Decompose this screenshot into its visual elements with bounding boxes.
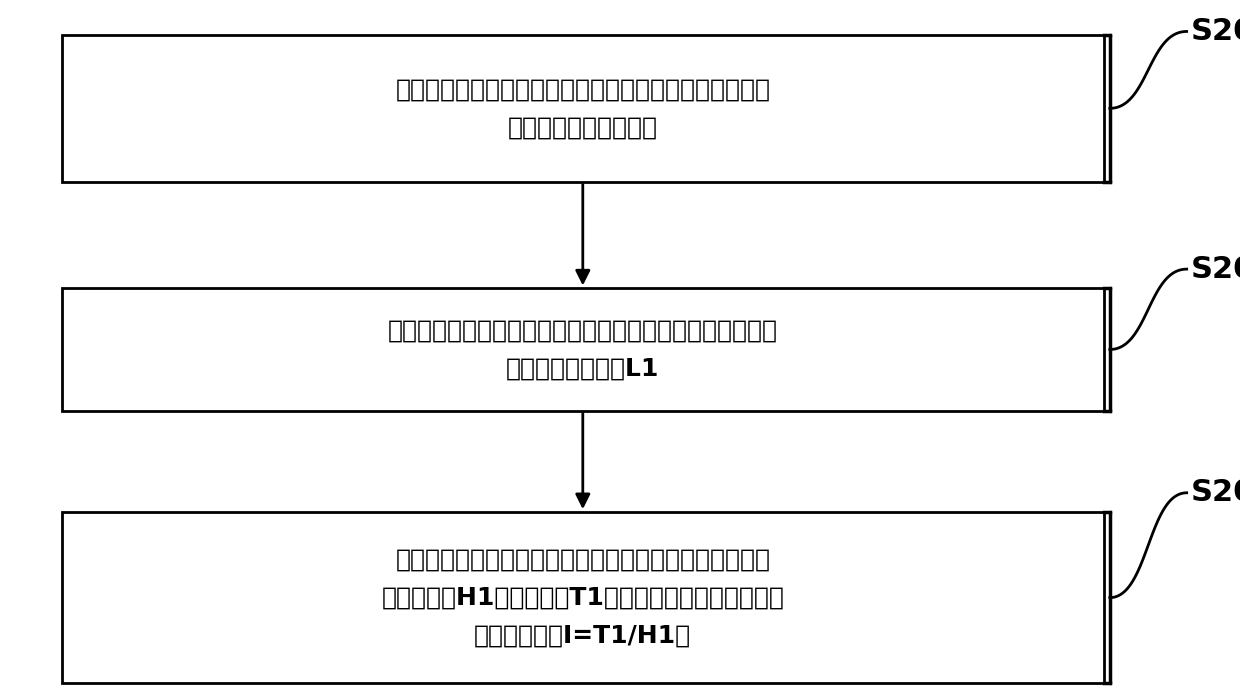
Text: 当前屏幕背光亮度L1: 当前屏幕背光亮度L1 xyxy=(506,356,660,381)
Text: S202: S202 xyxy=(1190,254,1240,284)
Text: S201: S201 xyxy=(1190,17,1240,46)
FancyBboxPatch shape xyxy=(62,512,1104,684)
Text: S203: S203 xyxy=(1190,478,1240,507)
FancyBboxPatch shape xyxy=(62,35,1104,182)
Text: 对人脸照片进行处理，提取虹膜，瞳孔轮廓线，并分别计: 对人脸照片进行处理，提取虹膜，瞳孔轮廓线，并分别计 xyxy=(396,547,770,571)
Text: 时，手指按下确定按键: 时，手指按下确定按键 xyxy=(508,115,657,140)
Text: 目标样本数据I=T1/H1；: 目标样本数据I=T1/H1； xyxy=(474,624,692,648)
Text: 眼睛注视屏幕，手动调节屏幕背光亮度，达到眼睛舒适度: 眼睛注视屏幕，手动调节屏幕背光亮度，达到眼睛舒适度 xyxy=(396,77,770,101)
Text: 算虹膜面积H1、瞳孔面积T1，进而计算作为眼睛舒适的: 算虹膜面积H1、瞳孔面积T1，进而计算作为眼睛舒适的 xyxy=(382,586,784,610)
FancyBboxPatch shape xyxy=(62,289,1104,411)
Text: 手指按下确定按键的同时，前置摄像头对人脸拍照，并记录: 手指按下确定按键的同时，前置摄像头对人脸拍照，并记录 xyxy=(388,318,777,343)
